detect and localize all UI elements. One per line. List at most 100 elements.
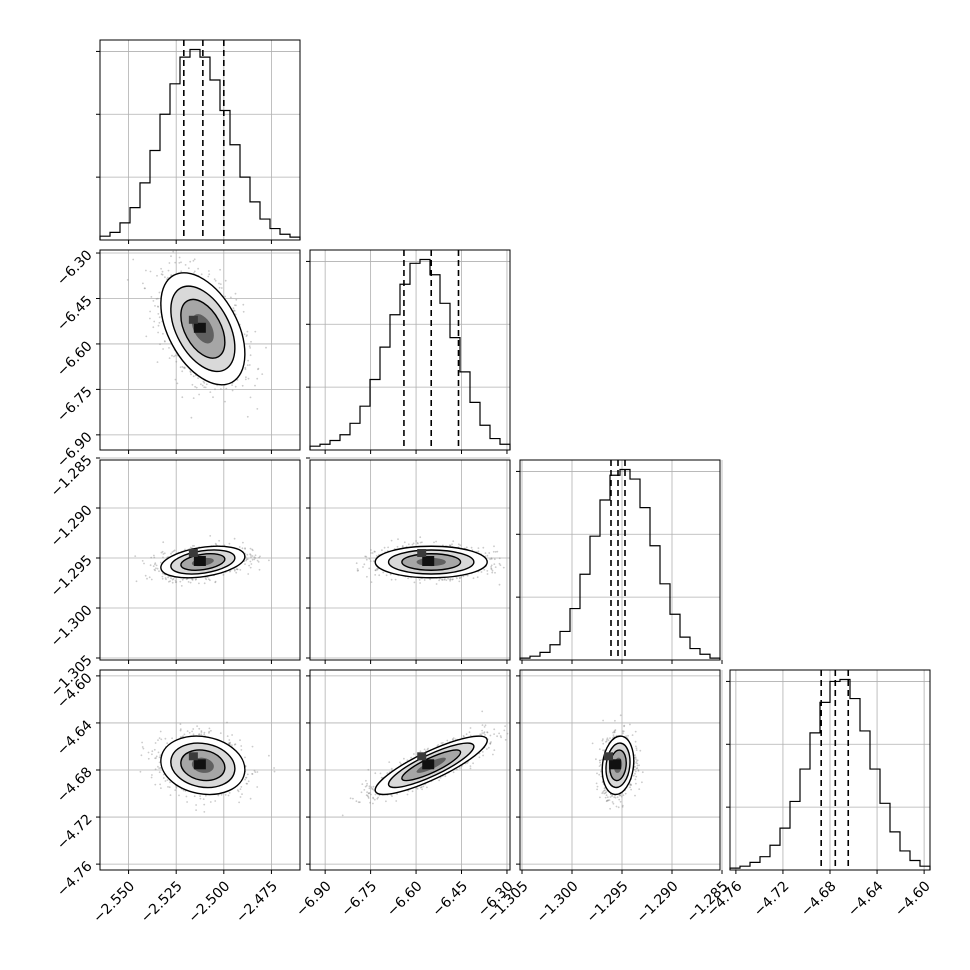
sample-point <box>171 578 174 581</box>
x-tick-label: −4.64 <box>845 878 887 920</box>
sample-point <box>249 547 252 550</box>
sample-point <box>219 283 222 285</box>
sample-point <box>213 278 216 280</box>
sample-point <box>459 544 462 547</box>
sample-point <box>144 574 147 577</box>
y-tick-label: −6.75 <box>54 384 96 426</box>
sample-point <box>156 361 159 363</box>
sample-point <box>452 540 455 543</box>
sample-point <box>476 576 479 579</box>
sample-point <box>356 569 359 572</box>
sample-point <box>162 332 164 335</box>
sample-point <box>218 282 220 285</box>
sample-point <box>202 380 205 383</box>
sample-point <box>168 262 171 264</box>
sample-point <box>417 542 419 545</box>
sample-point <box>208 270 210 272</box>
sample-point <box>145 269 147 272</box>
sample-point <box>250 340 252 343</box>
sample-point <box>214 581 217 584</box>
sample-point <box>256 559 259 562</box>
sample-point <box>172 550 175 553</box>
sample-point <box>494 551 497 553</box>
sample-point <box>198 582 200 585</box>
sample-point <box>235 304 237 307</box>
sample-point <box>151 774 153 776</box>
y-tick-label: −6.45 <box>54 293 96 335</box>
sample-point <box>149 317 151 320</box>
sample-point <box>143 562 145 565</box>
histogram-line <box>99 48 301 240</box>
sample-point <box>451 543 453 546</box>
sample-point <box>162 541 165 544</box>
sample-point <box>245 335 248 338</box>
sample-point <box>239 569 242 571</box>
sample-point <box>375 555 378 557</box>
sample-point <box>258 568 261 571</box>
sample-point <box>209 579 211 582</box>
sample-point <box>456 577 458 580</box>
sample-point <box>482 546 485 549</box>
sample-point <box>397 538 399 541</box>
sample-point <box>170 255 172 258</box>
sample-point <box>195 578 198 580</box>
sample-point <box>230 296 232 299</box>
sample-point <box>209 801 212 803</box>
sample-point <box>257 368 259 371</box>
sample-point <box>196 725 199 727</box>
sample-point <box>161 273 164 276</box>
sample-point <box>214 279 217 282</box>
sample-point <box>248 564 251 567</box>
sample-point <box>224 279 227 282</box>
density-panel <box>126 250 267 419</box>
sample-point <box>492 550 495 553</box>
sample-point <box>241 547 244 550</box>
sample-point <box>225 387 228 390</box>
sample-point <box>491 571 494 574</box>
sample-point <box>191 730 194 733</box>
sample-point <box>435 583 438 585</box>
sample-point <box>502 566 505 569</box>
sample-point <box>151 753 153 756</box>
sample-point <box>496 550 499 553</box>
sample-point <box>268 559 270 562</box>
sample-point <box>156 274 158 277</box>
sample-point <box>183 366 186 369</box>
sample-point <box>249 347 252 349</box>
sample-point <box>160 273 163 276</box>
sample-point <box>494 571 496 574</box>
sample-point <box>157 751 160 754</box>
sample-point <box>203 733 206 736</box>
sample-point <box>362 566 364 568</box>
sample-point <box>153 748 156 751</box>
sample-point <box>149 270 152 273</box>
sample-point <box>198 727 201 730</box>
sample-point <box>189 371 192 374</box>
sample-point <box>150 556 153 559</box>
sample-point <box>208 273 211 276</box>
sample-point <box>490 564 493 567</box>
sample-point <box>372 560 375 563</box>
sample-point <box>162 556 164 559</box>
sample-point <box>368 567 371 570</box>
sample-point <box>250 556 252 558</box>
sample-point <box>401 545 404 548</box>
sample-point <box>242 310 245 313</box>
sample-point <box>157 313 160 315</box>
density-panel <box>139 721 276 813</box>
sample-point <box>244 366 247 369</box>
sample-point <box>207 275 210 278</box>
sample-point <box>190 416 193 419</box>
sample-point <box>155 567 157 570</box>
sample-point <box>199 797 202 800</box>
sample-point <box>174 354 177 357</box>
sample-point <box>161 575 164 578</box>
sample-point <box>173 355 175 358</box>
y-tick-label: −1.300 <box>48 602 96 650</box>
sample-point <box>143 287 146 290</box>
sample-point <box>460 576 463 578</box>
sample-point <box>153 568 156 571</box>
sample-point <box>483 568 486 571</box>
sample-point <box>253 558 256 561</box>
sample-point <box>477 550 480 553</box>
